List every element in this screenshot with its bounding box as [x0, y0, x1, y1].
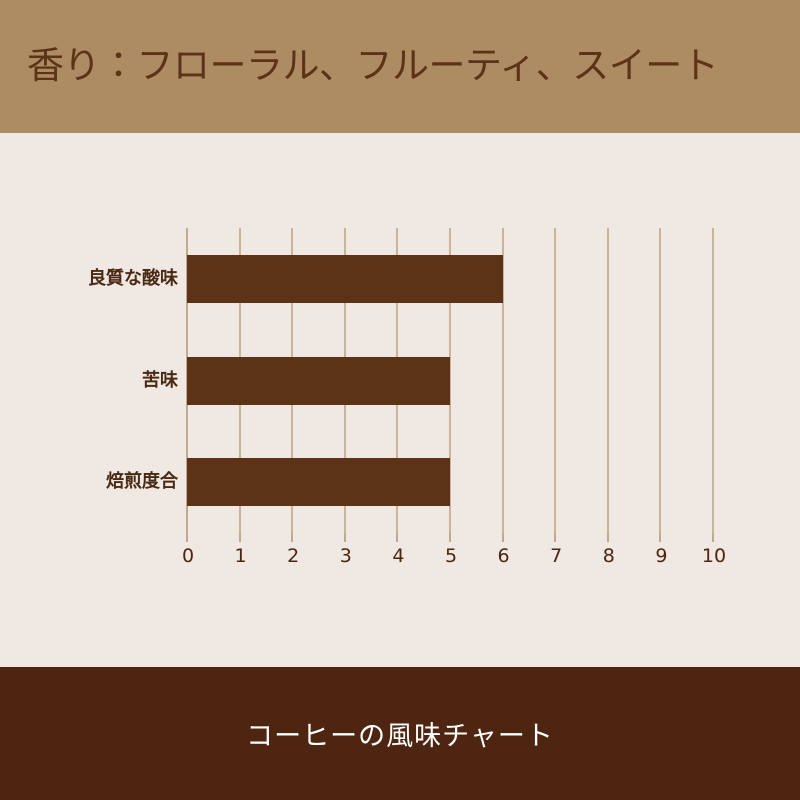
category-label: 焙煎度合 — [106, 471, 178, 493]
x-axis-tick — [659, 533, 662, 542]
x-axis-tick — [449, 533, 451, 542]
x-axis-tick-label: 8 — [602, 545, 615, 567]
x-axis-tick-label: 9 — [655, 545, 668, 567]
header-aroma-text: 香り：フローラル、フルーティ、スイート — [27, 44, 719, 88]
x-axis-tick-label: 10 — [701, 545, 727, 567]
category-label: 良質な酸味 — [88, 267, 178, 289]
x-axis-tick — [501, 533, 504, 542]
x-axis-tick-label: 1 — [234, 545, 247, 567]
bar — [187, 458, 450, 507]
x-axis-tick-label: 2 — [287, 545, 300, 567]
gridline — [659, 228, 662, 535]
x-axis-tick — [554, 533, 557, 542]
chart-title: コーヒーの風味チャート — [246, 721, 554, 752]
gridline — [606, 228, 609, 535]
x-axis-tick — [238, 533, 241, 542]
x-axis-tick — [606, 533, 609, 542]
x-axis-tick-label: 7 — [550, 545, 563, 567]
bar — [187, 356, 450, 405]
footer-band: コーヒーの風味チャート — [0, 667, 800, 800]
category-label: 苦味 — [142, 369, 178, 391]
gridline — [554, 228, 557, 535]
x-axis-tick-label: 0 — [181, 545, 195, 567]
chart-area: 0 1 2 3 4 5 6 7 8 9 10 良質な酸味苦味焙煎度合 — [0, 133, 800, 667]
gridline — [501, 228, 504, 535]
x-axis-tick — [343, 533, 346, 542]
x-axis-tick-label: 5 — [444, 545, 458, 567]
bar-chart-plot: 0 1 2 3 4 5 6 7 8 9 10 良質な酸味苦味焙煎度合 — [88, 228, 726, 567]
x-axis-tick — [396, 533, 399, 542]
x-axis-tick — [291, 533, 294, 542]
gridline — [712, 228, 714, 535]
x-axis-tick — [186, 533, 188, 542]
x-axis-tick-label: 3 — [339, 545, 352, 567]
x-axis-tick-label: 6 — [497, 545, 510, 567]
x-axis-tick — [712, 533, 714, 542]
gridline — [449, 228, 451, 535]
header-band: 香り：フローラル、フルーティ、スイート — [0, 0, 800, 133]
bar — [187, 254, 503, 303]
x-axis-tick-label: 4 — [392, 545, 405, 567]
